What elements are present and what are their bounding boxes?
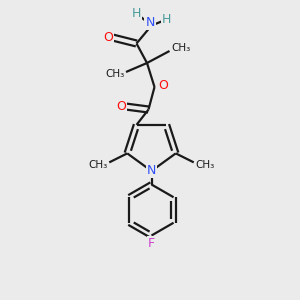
Text: CH₃: CH₃ (196, 160, 215, 170)
Text: CH₃: CH₃ (88, 160, 107, 170)
Text: O: O (158, 79, 168, 92)
Text: CH₃: CH₃ (105, 69, 124, 80)
Text: N: N (147, 164, 156, 178)
Text: O: O (116, 100, 126, 113)
Text: O: O (103, 31, 113, 44)
Text: N: N (145, 16, 155, 29)
Text: H: H (132, 7, 141, 20)
Text: F: F (148, 237, 155, 250)
Text: H: H (162, 13, 171, 26)
Text: CH₃: CH₃ (171, 43, 190, 53)
